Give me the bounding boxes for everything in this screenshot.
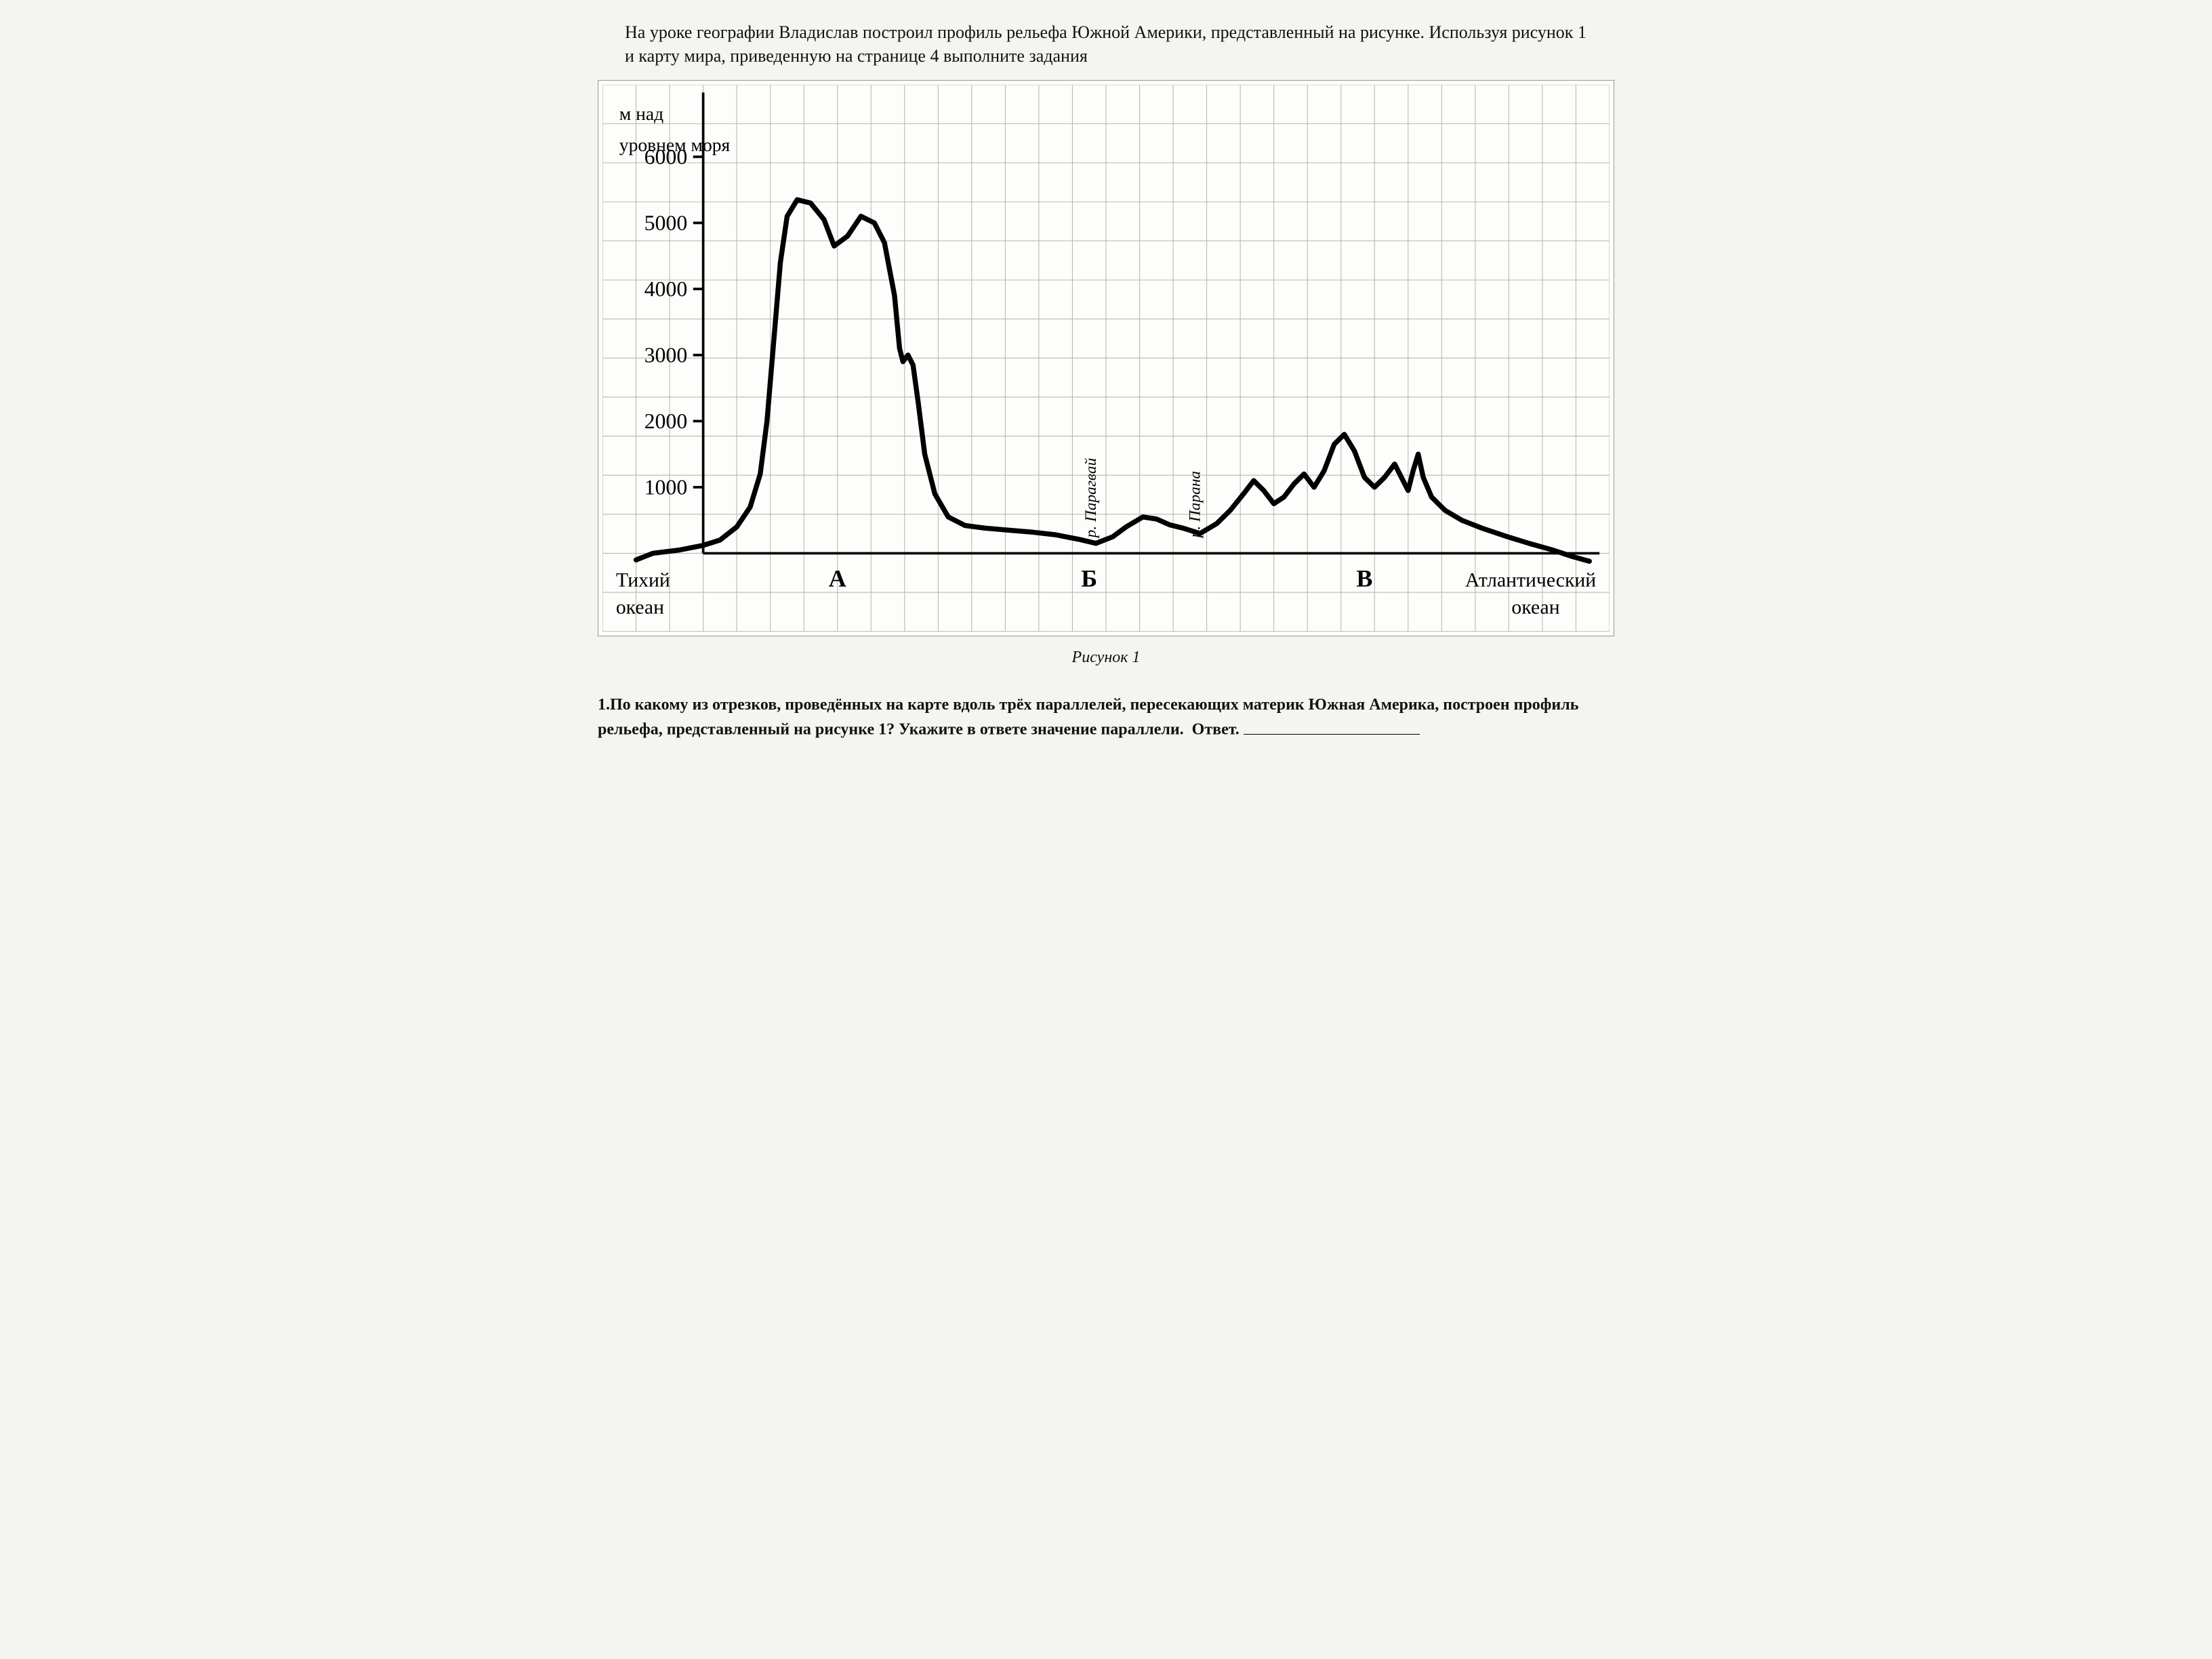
y-tick-label: 6000: [644, 145, 688, 169]
y-tick-label: 1000: [644, 476, 688, 499]
question-1: 1.По какому из отрезков, проведённых на …: [598, 694, 1614, 742]
left-ocean-label-2: океан: [616, 597, 664, 619]
answer-blank[interactable]: [1244, 716, 1420, 734]
intro-paragraph: На уроке географии Владислав построил пр…: [625, 20, 1587, 68]
y-tick-label: 2000: [644, 409, 688, 433]
elevation-profile-chart: м надуровнем моря10002000300040005000600…: [602, 85, 1610, 632]
river-label: р. Парагвай: [1082, 458, 1100, 539]
section-label: Б: [1081, 565, 1097, 592]
chart-container: м надуровнем моря10002000300040005000600…: [598, 80, 1614, 636]
figure-caption: Рисунок 1: [598, 649, 1614, 667]
y-tick-label: 3000: [644, 344, 688, 367]
river-label: р. Парана: [1187, 471, 1204, 539]
section-label: В: [1356, 565, 1372, 592]
section-label: А: [829, 565, 846, 592]
y-tick-label: 4000: [644, 277, 688, 301]
left-ocean-label-1: Тихий: [616, 570, 670, 592]
answer-label: Ответ.: [1192, 721, 1240, 739]
y-axis-title-1: м над: [619, 103, 663, 124]
question-1-number: 1.: [598, 696, 610, 714]
right-ocean-label-1: Атлантический: [1465, 570, 1596, 592]
right-ocean-label-2: океан: [1511, 597, 1559, 619]
question-1-text: По какому из отрезков, проведённых на ка…: [598, 696, 1578, 739]
y-tick-label: 5000: [644, 211, 688, 235]
